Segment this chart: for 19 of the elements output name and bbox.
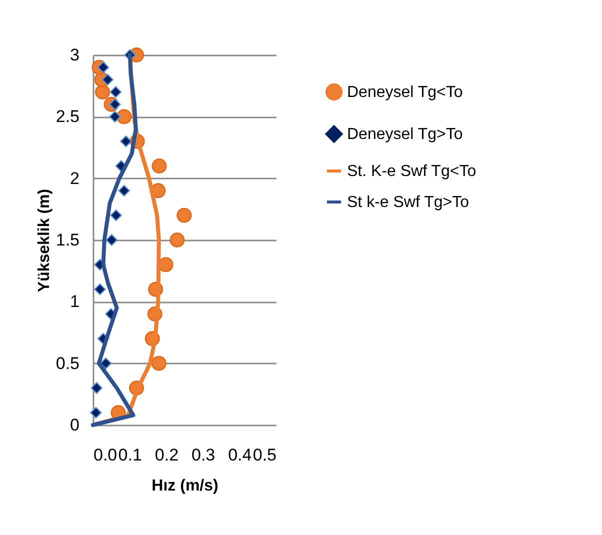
y-tick-label: 2 — [70, 168, 80, 188]
x-tick-label: 0.1 — [118, 446, 142, 464]
legend-label: Deneysel Tg<To — [347, 84, 463, 101]
x-tick-label: 0.0 — [94, 446, 118, 464]
y-tick-label: 0 — [70, 416, 80, 434]
x-tick-label: 0.2 — [154, 446, 179, 464]
y-tick-label: 2.5 — [56, 107, 80, 126]
y-tick-label: 0.5 — [56, 354, 80, 373]
y-tick-label: 1 — [70, 292, 80, 312]
y-tick-label: 3 — [70, 46, 80, 64]
legend-label: St k-e Swf Tg>To — [347, 194, 470, 211]
x-axis-title: Hız (m/s) — [152, 478, 218, 494]
y-axis-title: Yükseklik (m) — [36, 188, 53, 292]
y-tick-label: 1.5 — [56, 230, 80, 250]
legend-label: St. K-e Swf Tg<To — [347, 163, 476, 180]
x-tick-label: 0.3 — [191, 446, 216, 464]
x-tick-label: 0.4 — [228, 446, 252, 464]
x-tick-label: 0.5 — [252, 446, 276, 464]
legend-label: Deneysel Tg>To — [347, 126, 463, 143]
